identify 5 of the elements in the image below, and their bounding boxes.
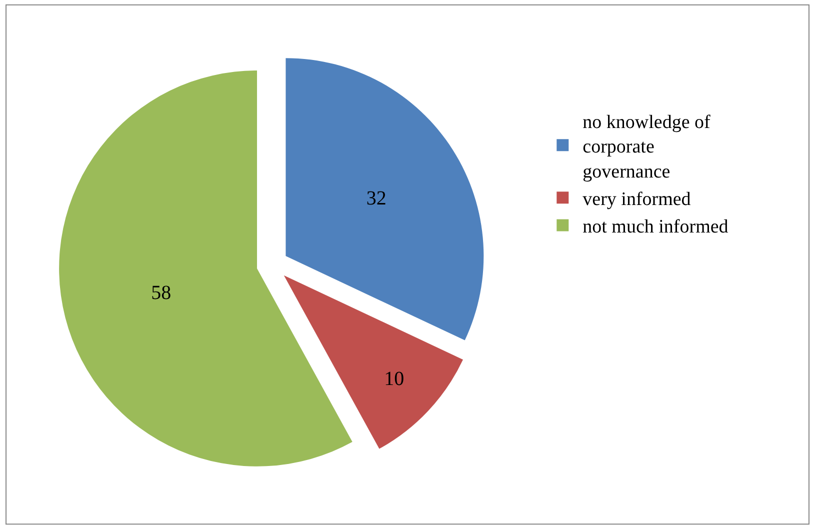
data-label: 58 [151, 282, 172, 304]
legend-label: not much informed [582, 216, 729, 238]
data-label: 32 [366, 188, 386, 210]
data-label: 10 [384, 368, 404, 390]
legend-label: very informed [582, 188, 692, 210]
